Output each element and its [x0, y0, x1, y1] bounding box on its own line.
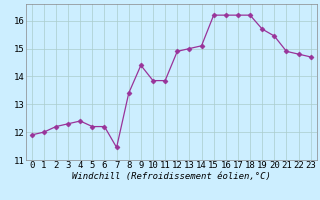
X-axis label: Windchill (Refroidissement éolien,°C): Windchill (Refroidissement éolien,°C) [72, 172, 271, 181]
